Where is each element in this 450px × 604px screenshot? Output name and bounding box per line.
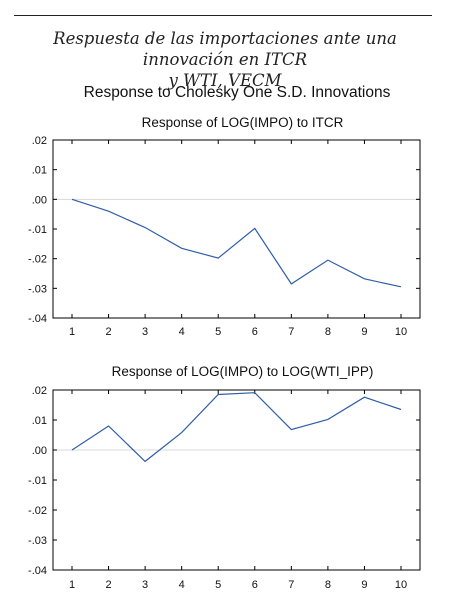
x-tick-label: 1 xyxy=(69,579,75,591)
data-point xyxy=(180,431,182,433)
y-tick-label: -.04 xyxy=(28,565,47,577)
data-point xyxy=(107,425,109,427)
data-point xyxy=(217,257,219,259)
x-tick-label: 6 xyxy=(252,579,258,591)
data-point xyxy=(107,210,109,212)
impulse-response-chart-itcr: Response of LOG(IMPO) to ITCR .02 .01 .00 -.… xyxy=(28,115,421,338)
y-tick-label: -.03 xyxy=(28,283,47,295)
x-tick-label: 8 xyxy=(325,326,331,338)
y-tick-label: .02 xyxy=(32,385,47,397)
x-tick-label: 6 xyxy=(252,326,258,338)
chart-title: Response of LOG(IMPO) to LOG(WTI_IPP) xyxy=(112,364,374,379)
response-line xyxy=(71,392,402,463)
impulse-response-chart-wti: Response of LOG(IMPO) to LOG(WTI_IPP) .02… xyxy=(28,364,421,591)
top-rule xyxy=(14,15,432,16)
response-line xyxy=(71,198,402,288)
data-point xyxy=(217,393,219,395)
data-point xyxy=(144,226,146,228)
plot-frame xyxy=(52,139,421,319)
x-tick-label: 3 xyxy=(142,579,148,591)
caption-line-2: y WTI, VECM xyxy=(168,71,282,90)
y-tick-label: .00 xyxy=(32,445,47,457)
plot-frame xyxy=(52,389,421,571)
x-tick-label: 7 xyxy=(288,579,294,591)
data-point xyxy=(363,278,365,280)
x-tick-label: 5 xyxy=(215,326,221,338)
x-tick-label: 2 xyxy=(105,579,111,591)
caption-line-1: Respuesta de las importaciones ante una … xyxy=(53,29,397,69)
data-point xyxy=(290,428,292,430)
data-point xyxy=(327,259,329,261)
data-point xyxy=(290,283,292,285)
data-point xyxy=(71,449,73,451)
figure-caption: Respuesta de las importaciones ante una … xyxy=(10,28,440,91)
x-tick-label: 1 xyxy=(69,326,75,338)
data-point xyxy=(400,408,402,410)
y-tick-label: .00 xyxy=(32,194,47,206)
chart-title: Response of LOG(IMPO) to ITCR xyxy=(142,115,344,130)
main-title: Response to Cholesky One S.D. Innovation… xyxy=(83,84,391,101)
x-tick-label: 2 xyxy=(105,326,111,338)
data-point xyxy=(144,460,146,462)
data-point xyxy=(400,286,402,288)
y-tick-label: -.02 xyxy=(28,505,47,517)
y-tick-label: -.03 xyxy=(28,535,47,547)
x-tick-label: 5 xyxy=(215,579,221,591)
x-tick-label: 3 xyxy=(142,326,148,338)
y-tick-label: -.01 xyxy=(28,475,47,487)
x-tick-label: 4 xyxy=(179,579,185,591)
x-tick-label: 9 xyxy=(361,579,367,591)
y-tick-label: .01 xyxy=(32,415,47,427)
data-point xyxy=(327,418,329,420)
y-tick-label: -.02 xyxy=(28,254,47,266)
x-tick-label: 7 xyxy=(288,326,294,338)
y-tick-label: -.01 xyxy=(28,224,47,236)
x-tick-label: 8 xyxy=(325,579,331,591)
x-tick-label: 10 xyxy=(395,579,407,591)
y-tick-label: .01 xyxy=(32,165,47,177)
y-tick-label: -.04 xyxy=(28,313,47,325)
y-tick-label: .02 xyxy=(32,135,47,147)
data-point xyxy=(254,227,256,229)
data-point xyxy=(71,198,73,200)
x-tick-label: 10 xyxy=(395,326,407,338)
data-point xyxy=(363,396,365,398)
data-point xyxy=(254,392,256,394)
data-point xyxy=(180,247,182,249)
x-tick-label: 4 xyxy=(179,326,185,338)
x-tick-label: 9 xyxy=(361,326,367,338)
